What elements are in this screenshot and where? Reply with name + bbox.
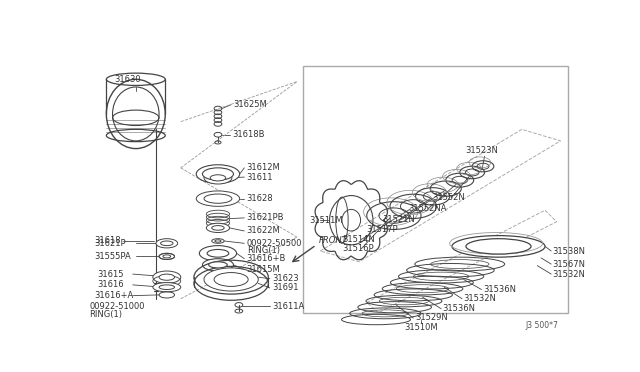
Ellipse shape <box>202 168 234 180</box>
Ellipse shape <box>153 271 180 283</box>
Text: 31536N: 31536N <box>443 304 476 313</box>
Ellipse shape <box>207 250 229 257</box>
Ellipse shape <box>204 194 232 203</box>
Text: 31510M: 31510M <box>404 324 438 333</box>
Text: 31612M: 31612M <box>246 163 280 172</box>
Text: 31615: 31615 <box>97 270 124 279</box>
Ellipse shape <box>196 165 239 183</box>
Bar <box>303 66 568 312</box>
Text: 31517P: 31517P <box>367 225 398 234</box>
Text: 31623: 31623 <box>272 274 299 283</box>
Text: 31611A: 31611A <box>272 302 305 311</box>
Ellipse shape <box>215 240 221 242</box>
Text: 31618B: 31618B <box>232 130 264 139</box>
Text: 31521N: 31521N <box>382 215 415 224</box>
Text: 31621PB: 31621PB <box>246 214 284 222</box>
Text: 31628: 31628 <box>246 194 273 203</box>
Text: 31536N: 31536N <box>483 285 516 294</box>
Ellipse shape <box>212 225 224 230</box>
Text: 31616: 31616 <box>97 280 124 289</box>
Ellipse shape <box>199 246 237 261</box>
Ellipse shape <box>159 274 175 280</box>
Ellipse shape <box>452 235 545 257</box>
Text: 31514N: 31514N <box>342 235 374 244</box>
Text: 00922-51000: 00922-51000 <box>90 302 145 311</box>
Text: J3 500*7: J3 500*7 <box>525 321 559 330</box>
Ellipse shape <box>206 223 230 232</box>
Text: 31532N: 31532N <box>553 270 586 279</box>
Text: 31618: 31618 <box>94 237 120 246</box>
Ellipse shape <box>466 239 531 254</box>
Text: 31516P: 31516P <box>342 244 374 253</box>
Text: 31552N: 31552N <box>432 193 465 202</box>
Ellipse shape <box>153 283 180 292</box>
Text: 31511M: 31511M <box>309 216 343 225</box>
Text: FRONT: FRONT <box>319 237 348 246</box>
Text: 31611: 31611 <box>246 173 273 182</box>
Text: 31567N: 31567N <box>553 260 586 269</box>
Ellipse shape <box>156 239 178 248</box>
Ellipse shape <box>209 262 227 268</box>
Text: RING(1): RING(1) <box>90 310 122 319</box>
Text: 31622M: 31622M <box>246 227 280 235</box>
Text: 31621P: 31621P <box>94 239 125 248</box>
Text: 31615M: 31615M <box>246 265 280 274</box>
Text: 31691: 31691 <box>272 283 299 292</box>
Text: 31616+B: 31616+B <box>246 254 286 263</box>
Ellipse shape <box>161 241 173 246</box>
Text: 31529N: 31529N <box>415 314 447 323</box>
Text: RING(1): RING(1) <box>246 246 280 255</box>
Text: 31523N: 31523N <box>465 145 498 155</box>
Text: 31552NA: 31552NA <box>408 204 447 213</box>
Ellipse shape <box>159 285 175 289</box>
Text: 31538N: 31538N <box>553 247 586 256</box>
Ellipse shape <box>204 172 232 184</box>
Text: 00922-50500: 00922-50500 <box>246 239 302 248</box>
Ellipse shape <box>202 259 234 271</box>
Ellipse shape <box>214 273 248 286</box>
Ellipse shape <box>204 268 259 291</box>
Text: 31532N: 31532N <box>463 294 497 303</box>
Ellipse shape <box>212 239 224 243</box>
Text: 31616+A: 31616+A <box>94 291 133 300</box>
Ellipse shape <box>159 253 175 260</box>
Ellipse shape <box>196 191 239 206</box>
Ellipse shape <box>210 175 226 181</box>
Text: 31630: 31630 <box>115 75 141 84</box>
Text: 31555PA: 31555PA <box>94 252 131 261</box>
Ellipse shape <box>163 255 171 258</box>
Text: 31625M: 31625M <box>234 100 268 109</box>
